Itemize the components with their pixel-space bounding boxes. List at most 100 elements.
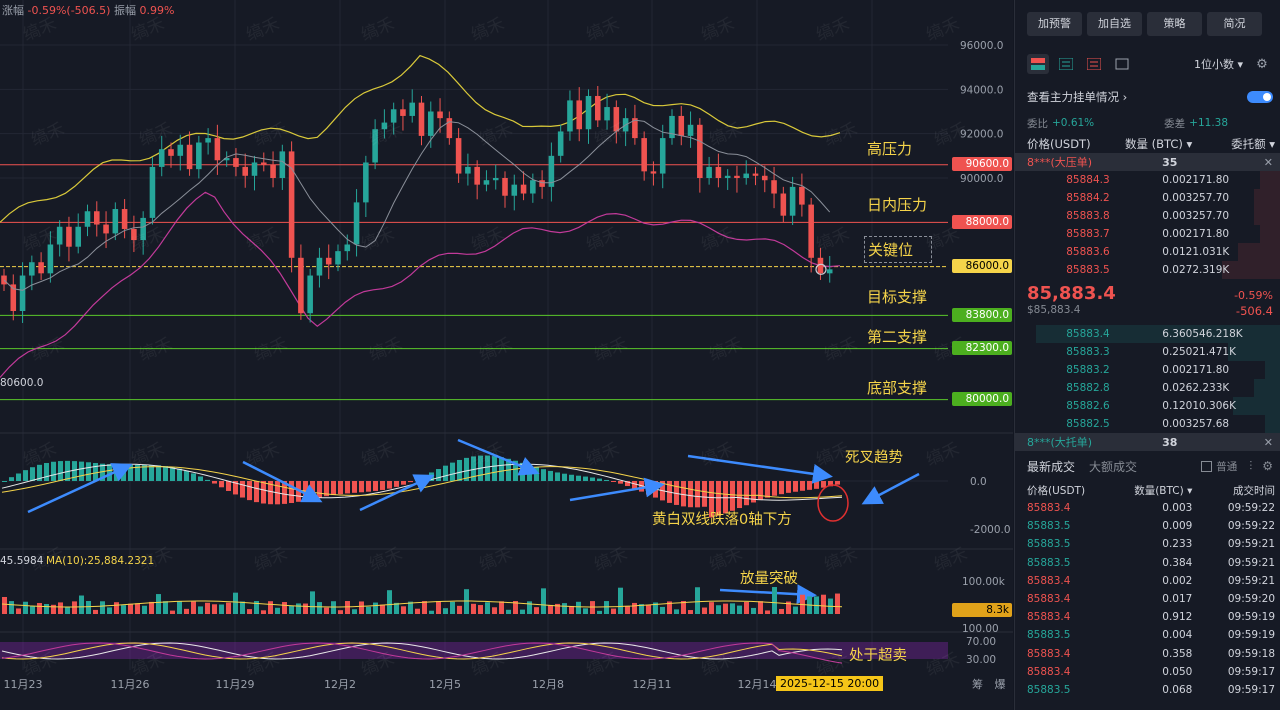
macd-histogram-bar bbox=[688, 481, 693, 508]
macd-histogram-bar bbox=[702, 481, 707, 507]
level-name: 日内压力 bbox=[867, 196, 928, 214]
volume-bar bbox=[135, 603, 140, 614]
tr-qty-header[interactable]: 数量(BTC) ▾ bbox=[1134, 484, 1193, 497]
ob-qty: 0.002 bbox=[1162, 174, 1193, 186]
main-orders-toggle[interactable] bbox=[1247, 91, 1273, 103]
orderbook-header: 价格(USDT) 数量 (BTC) ▾ 委托额 ▾ bbox=[1015, 135, 1280, 153]
volume-bar bbox=[464, 589, 469, 614]
macd-histogram-bar bbox=[639, 481, 644, 492]
trade-qty: 0.050 bbox=[1162, 665, 1193, 678]
chart-area[interactable]: 涨幅 -0.59%(-506.5) 振幅 0.99% 96000.0 94000.… bbox=[0, 0, 1013, 710]
ob-qty: 0.250 bbox=[1162, 346, 1193, 358]
tab-latest-trades[interactable]: 最新成交 bbox=[1027, 459, 1076, 474]
candle-body bbox=[270, 164, 276, 178]
normal-filter[interactable]: 普通 bbox=[1201, 459, 1237, 474]
ask-row[interactable]: 85883.8 0.003 257.70 bbox=[1015, 207, 1280, 225]
macd-histogram-bar bbox=[198, 476, 203, 481]
candle-body bbox=[251, 162, 258, 176]
ob-amount-header[interactable]: 委托额 ▾ bbox=[1231, 137, 1276, 151]
volume-bar bbox=[450, 601, 455, 614]
candle-body bbox=[650, 171, 657, 174]
volume-bar bbox=[310, 591, 315, 614]
fullscreen-icon[interactable] bbox=[1111, 54, 1133, 74]
bid-row[interactable]: 85882.8 0.026 2.233K bbox=[1015, 379, 1280, 397]
add-watchlist-button[interactable]: 加自选 bbox=[1087, 12, 1142, 36]
bids-view-icon[interactable] bbox=[1055, 54, 1077, 74]
bid-row[interactable]: 85883.2 0.002 171.80 bbox=[1015, 361, 1280, 379]
macd-histogram-bar bbox=[401, 481, 406, 485]
volume-annotation: 放量突破 bbox=[740, 571, 798, 587]
depth-bar bbox=[1036, 325, 1280, 343]
price-chart-svg: 96000.0 94000.0 92000.0 90000.0 11月23 11月26 11… bbox=[0, 0, 1013, 691]
volume-bar bbox=[751, 607, 756, 614]
volume-bar bbox=[247, 609, 252, 614]
settings-icon[interactable]: ⚙ bbox=[1262, 459, 1273, 473]
volume-bar bbox=[471, 603, 476, 614]
ob-qty: 0.026 bbox=[1162, 382, 1193, 394]
candle-body bbox=[687, 124, 694, 136]
bid-row[interactable]: 85882.6 0.120 10.306K bbox=[1015, 397, 1280, 415]
main-orders-link[interactable]: 查看主力挂单情况 › bbox=[1027, 90, 1128, 104]
volume-bar bbox=[198, 606, 203, 614]
ask-row[interactable]: 85884.2 0.003 257.70 bbox=[1015, 189, 1280, 207]
candle-body bbox=[576, 100, 583, 130]
x-tick-label: 12月8 bbox=[532, 678, 564, 691]
close-icon[interactable]: ✕ bbox=[1263, 155, 1273, 169]
candle-body bbox=[19, 275, 26, 311]
trade-time: 09:59:17 bbox=[1227, 665, 1276, 678]
ob-qty-header[interactable]: 数量 (BTC) ▾ bbox=[1125, 137, 1193, 151]
trade-price: 85883.4 bbox=[1027, 502, 1071, 515]
add-alert-button[interactable]: 加预警 bbox=[1027, 12, 1082, 36]
y-tick-label: 94000.0 bbox=[960, 84, 1003, 96]
ob-price: 85883.7 bbox=[1066, 228, 1110, 240]
volume-bar bbox=[660, 606, 665, 614]
trade-row: 85883.4 0.912 09:59:19 bbox=[1015, 608, 1280, 626]
strategy-button[interactable]: 策略 bbox=[1147, 12, 1202, 36]
close-icon[interactable]: ✕ bbox=[1263, 435, 1273, 449]
volume-bar bbox=[786, 601, 791, 614]
ob-price: 85884.2 bbox=[1066, 192, 1110, 204]
big-buy-order-bar[interactable]: 8***(大托单) 38 ✕ bbox=[1015, 433, 1280, 451]
settings-icon[interactable]: ⚙ bbox=[1256, 56, 1268, 72]
macd-histogram-bar bbox=[576, 475, 581, 481]
ask-row[interactable]: 85884.3 0.002 171.80 bbox=[1015, 171, 1280, 189]
ob-qty: 0.003 bbox=[1162, 210, 1193, 222]
volume-bar bbox=[156, 594, 161, 614]
x-tick-label: 12月14 bbox=[738, 678, 777, 691]
filter-icon[interactable]: ⫶ bbox=[1249, 458, 1253, 473]
cross-buttons[interactable]: 筹 爆 bbox=[972, 678, 1010, 691]
macd-histogram-bar bbox=[464, 457, 469, 481]
volume-bar bbox=[408, 601, 413, 614]
checkbox-icon[interactable] bbox=[1201, 460, 1213, 472]
big-buy-label: 8***(大托单) bbox=[1027, 436, 1093, 449]
y-tick-label: 90000.0 bbox=[960, 173, 1003, 185]
volume-ma-line bbox=[1, 600, 843, 608]
volume-bar bbox=[44, 604, 49, 614]
ask-row[interactable]: 85883.7 0.002 171.80 bbox=[1015, 225, 1280, 243]
macd-histogram-bar bbox=[737, 481, 742, 509]
volume-bar bbox=[233, 592, 238, 614]
volume-bar bbox=[163, 601, 168, 614]
trade-price: 85883.4 bbox=[1027, 611, 1071, 624]
macd-histogram-bar bbox=[79, 461, 84, 481]
volume-bar bbox=[324, 607, 329, 614]
ask-row[interactable]: 85883.5 0.027 2.319K bbox=[1015, 261, 1280, 279]
decimal-select[interactable]: 1位小数 ▾ bbox=[1193, 58, 1243, 71]
bid-row[interactable]: 85882.5 0.003 257.68 bbox=[1015, 415, 1280, 433]
bid-row[interactable]: 85883.4 6.360 546.218K bbox=[1015, 325, 1280, 343]
macd-tick-label: -2000.0 bbox=[970, 524, 1011, 536]
both-sides-view-icon[interactable] bbox=[1027, 54, 1049, 74]
volume-bar bbox=[562, 603, 567, 614]
overview-button[interactable]: 简况 bbox=[1207, 12, 1262, 36]
volume-bar bbox=[121, 605, 126, 614]
ask-row[interactable]: 85883.6 0.012 1.031K bbox=[1015, 243, 1280, 261]
asks-view-icon[interactable] bbox=[1083, 54, 1105, 74]
ob-amt: 171.80 bbox=[1192, 174, 1230, 186]
bid-row[interactable]: 85883.3 0.250 21.471K bbox=[1015, 343, 1280, 361]
volume-bar bbox=[30, 606, 35, 614]
tab-large-trades[interactable]: 大额成交 bbox=[1089, 459, 1138, 474]
candle-body bbox=[659, 138, 666, 174]
volume-bar bbox=[212, 604, 217, 614]
big-sell-order-bar[interactable]: 8***(大压单) 35 ✕ bbox=[1015, 153, 1280, 171]
trade-time: 09:59:19 bbox=[1227, 611, 1276, 624]
